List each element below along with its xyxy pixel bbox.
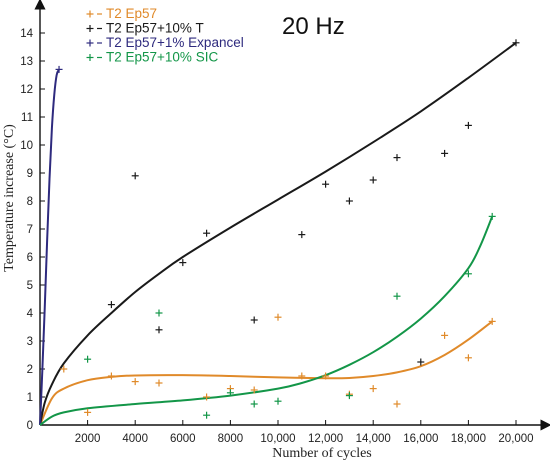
chart-annotation: 20 Hz [282, 13, 345, 40]
data-point [322, 372, 330, 380]
x-tick-label: 4000 [122, 433, 148, 445]
legend-label: T2 Ep57 [106, 6, 157, 21]
data-point [226, 389, 234, 397]
data-point [84, 408, 92, 416]
series-fit-line [39, 41, 517, 426]
data-point [107, 372, 115, 380]
x-tick-label: 2000 [75, 433, 101, 445]
legend-entry: T2 Ep57 [86, 6, 157, 21]
data-point [250, 386, 258, 394]
data-point [417, 358, 425, 366]
y-tick-label: 1 [27, 392, 33, 404]
y-axis-label: Temperature increase (°C) [2, 124, 17, 272]
data-point [393, 154, 401, 162]
y-tick-label: 4 [27, 308, 34, 320]
y-tick-label: 5 [27, 280, 33, 292]
data-point [55, 65, 63, 73]
y-tick-label: 9 [27, 168, 33, 180]
legend-label: T2 Ep57+10% SIC [106, 50, 218, 65]
data-point [464, 270, 472, 278]
data-point [203, 393, 211, 401]
data-point [155, 326, 163, 334]
y-tick-label: 11 [21, 112, 33, 124]
data-point [250, 400, 258, 408]
data-point [250, 316, 258, 324]
x-tick-label: 8000 [218, 433, 244, 445]
data-point [464, 121, 472, 129]
data-points [55, 39, 520, 419]
data-point [393, 292, 401, 300]
y-tick-label: 2 [27, 364, 33, 376]
data-point [274, 313, 282, 321]
data-point [393, 400, 401, 408]
data-point [441, 331, 449, 339]
data-point [298, 231, 306, 239]
legend-entry: T2 Ep57+1% Expancel [86, 35, 244, 50]
y-tick-label: 14 [20, 28, 33, 40]
data-point [298, 372, 306, 380]
x-tick-label: 20,000 [498, 433, 533, 445]
axes [34, 0, 550, 431]
y-tick-label: 8 [27, 196, 33, 208]
data-point [464, 354, 472, 362]
data-point [512, 39, 520, 47]
x-tick-label: 18,000 [451, 433, 486, 445]
data-point [107, 301, 115, 309]
data-point [203, 411, 211, 419]
data-point [131, 172, 139, 180]
x-tick-label: 14,000 [356, 433, 391, 445]
fit-curves [39, 41, 517, 426]
series-fit-line [39, 68, 60, 426]
x-axis-label: Number of cycles [272, 446, 372, 461]
data-point [60, 365, 68, 373]
data-point [488, 212, 496, 220]
y-tick-label: 12 [20, 84, 33, 96]
data-point [369, 176, 377, 184]
legend-label: T2 Ep57+1% Expancel [106, 35, 244, 50]
data-point [322, 180, 330, 188]
data-point [441, 149, 449, 157]
y-tick-label: 7 [27, 224, 33, 236]
data-point [131, 378, 139, 386]
y-tick-label: 6 [27, 252, 33, 264]
data-point [179, 259, 187, 267]
ticks: 2000 4000 6000 8000 10,000 12,000 14,000 16,000… [20, 28, 533, 445]
data-point [345, 392, 353, 400]
legend-entry: T2 Ep57+10% SIC [86, 50, 218, 65]
x-tick-label: 10,000 [260, 433, 295, 445]
y-tick-label: 13 [20, 56, 33, 68]
data-point [488, 317, 496, 325]
data-point [203, 229, 211, 237]
y-tick-label: 3 [27, 336, 33, 348]
y-tick-label: 10 [20, 140, 33, 152]
x-tick-label: 12,000 [308, 433, 343, 445]
series-fit-line [39, 320, 493, 426]
data-point [274, 397, 282, 405]
data-point [155, 309, 163, 317]
x-tick-label: 16,000 [403, 433, 438, 445]
legend-label: T2 Ep57+10% T [106, 21, 204, 36]
x-tick-label: 6000 [170, 433, 196, 445]
y-tick-label: 0 [27, 420, 33, 432]
data-point [84, 355, 92, 363]
series-fit-line [39, 216, 494, 426]
data-point [155, 379, 163, 387]
data-point [345, 197, 353, 205]
data-point [369, 385, 377, 393]
legend-entry: T2 Ep57+10% T [86, 21, 204, 36]
